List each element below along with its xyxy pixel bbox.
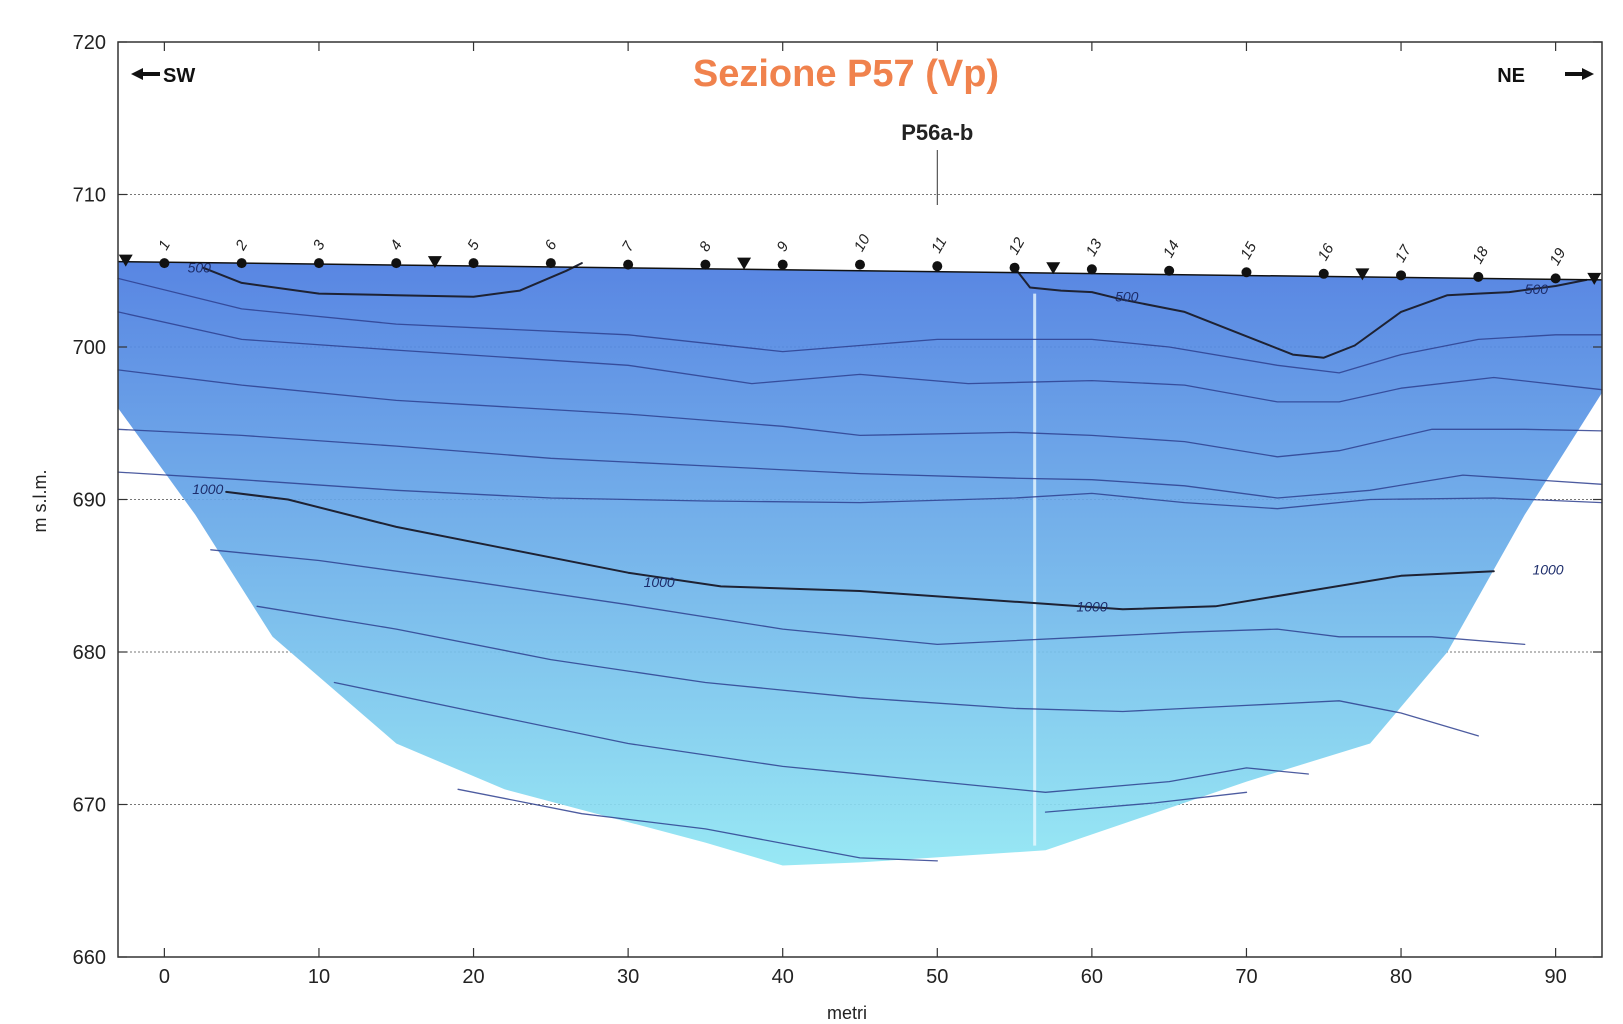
x-tick-label: 60: [1081, 966, 1103, 988]
x-axis-title: metri: [827, 1003, 867, 1023]
geophone-point: [159, 258, 170, 269]
contour-line-500: [202, 262, 583, 298]
y-tick-label: 690: [73, 490, 106, 512]
x-tick-label: 40: [772, 966, 794, 988]
contour-line-1200: [256, 605, 1479, 737]
geophone-point: [1164, 265, 1175, 276]
geophone-point: [545, 258, 556, 269]
y-tick-label: 670: [73, 795, 106, 817]
shot-point-marker: [427, 256, 442, 269]
geophone-point: [1396, 270, 1407, 281]
x-tick-label: 30: [617, 966, 639, 988]
contour-label-500: 500: [188, 260, 212, 276]
survey-markers: 1 2 3 4 5 6 7 8 9 10 11 12 13 14 15 16 17 18 19: [118, 231, 1602, 285]
borehole-label: P56a-b: [901, 120, 973, 145]
shot-point-marker: [1046, 262, 1061, 275]
axes: 0 10 20 30 40 50 60 70 80 90 660 670 680 690 700 710 720: [73, 32, 1602, 988]
geophone-point: [1086, 264, 1097, 275]
contour-label-1000: 1000: [644, 574, 675, 590]
x-tick-label: 90: [1545, 966, 1567, 988]
chart-title: Sezione P57 (Vp): [693, 53, 999, 95]
contour-line-1100: [210, 549, 1526, 646]
contour-line-1300: [333, 681, 1309, 793]
geophone-point: [1550, 273, 1561, 284]
geophone-point: [236, 258, 247, 269]
y-axis-title: m s.l.m.: [30, 470, 50, 533]
geophone-point: [313, 258, 324, 269]
x-tick-label: 0: [159, 966, 170, 988]
contour-line-650: [117, 311, 1603, 403]
contour-line-1400: [457, 788, 938, 862]
contour-line-700: [117, 369, 1603, 458]
contour-label-1000: 1000: [192, 481, 223, 497]
y-tick-label: 680: [73, 642, 106, 664]
geophone-point: [468, 258, 479, 269]
geophone-point: [700, 259, 711, 270]
contour-line-750: [117, 428, 1603, 499]
contour-label-1000: 1000: [1076, 598, 1107, 614]
contour-label-1000: 1000: [1532, 562, 1563, 578]
geophone-point: [1009, 262, 1020, 273]
arrow-left-icon: [131, 68, 160, 80]
arrow-right-icon: [1565, 68, 1594, 80]
contour-label-500: 500: [1525, 281, 1549, 297]
x-tick-label: 50: [926, 966, 948, 988]
x-tick-label: 70: [1235, 966, 1257, 988]
geophone-point: [623, 259, 634, 270]
contour-line-1000: [225, 490, 1495, 611]
geophone-label: 15: [1237, 239, 1260, 263]
geophone-label: 11: [928, 234, 951, 256]
geophone-label: 13: [1083, 236, 1106, 260]
geophone-label: 12: [1005, 234, 1028, 258]
x-tick-label: 10: [308, 966, 330, 988]
x-tick-label: 80: [1390, 966, 1412, 988]
shot-point-marker: [118, 254, 133, 267]
shot-point-marker: [737, 257, 752, 270]
geophone-label: 19: [1546, 245, 1569, 269]
y-tick-label: 700: [73, 337, 106, 359]
geophone-label: 14: [1160, 238, 1183, 261]
shot-point-marker: [1587, 272, 1602, 285]
geophone-point: [1241, 267, 1252, 278]
geophone-label: 18: [1469, 243, 1492, 267]
y-tick-label: 720: [73, 32, 106, 54]
x-tick-label: 20: [462, 966, 484, 988]
contour-lines: 500 500 500 1000 1000 1000 1000: [117, 260, 1603, 862]
geophone-point: [391, 258, 402, 269]
geophone-point: [1473, 271, 1484, 282]
ground-surface-line: [117, 260, 1603, 281]
contour-line-1400: [1044, 791, 1248, 813]
geophone-point: [777, 259, 788, 270]
contour-label-500: 500: [1115, 289, 1139, 305]
direction-sw: SW: [131, 65, 195, 87]
y-tick-label: 710: [73, 185, 106, 207]
geophone-point: [1318, 268, 1329, 279]
shot-point-marker: [1355, 268, 1370, 281]
geophone-label: 10: [851, 231, 874, 255]
geophone-point: [855, 259, 865, 270]
y-tick-label: 660: [73, 947, 106, 969]
direction-ne: NE: [1497, 65, 1594, 87]
direction-right-label: NE: [1497, 65, 1525, 87]
geophone-label: 17: [1392, 242, 1415, 266]
geophone-label: 16: [1314, 240, 1337, 264]
contour-line-500: [1013, 266, 1588, 359]
contour-line-600: [117, 277, 1603, 374]
direction-left-label: SW: [163, 65, 195, 87]
contour-line-800: [117, 471, 1603, 510]
geophone-point: [932, 261, 943, 272]
